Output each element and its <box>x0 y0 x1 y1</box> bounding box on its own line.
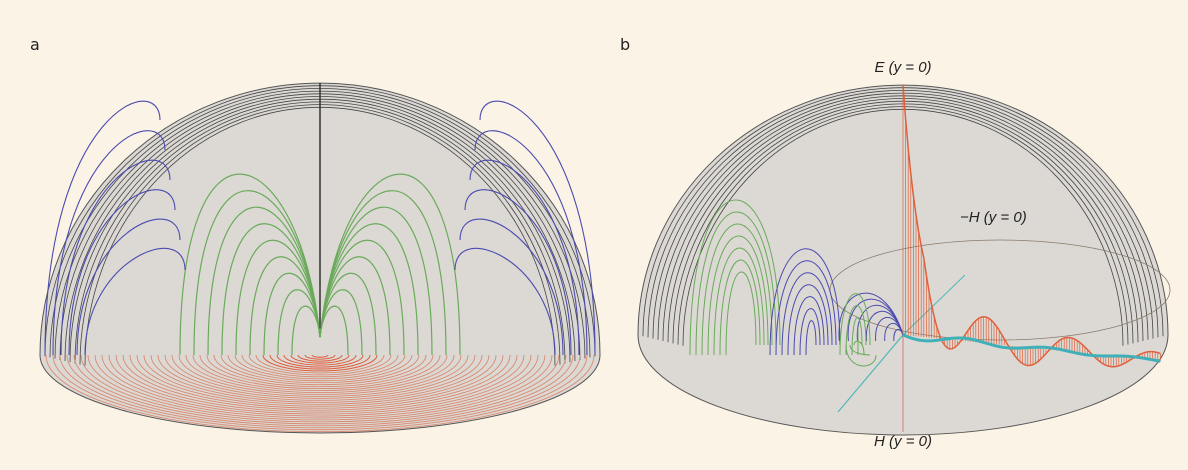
annotation: −H (y = 0) <box>960 209 1027 226</box>
annotation: H (y = 0) <box>874 433 932 450</box>
figure: a b E (y = 0) −H (y = 0) H (y = 0) <box>0 0 1188 470</box>
panel-label: b <box>620 35 630 54</box>
panel-label: a <box>30 35 40 54</box>
annotation: E (y = 0) <box>874 59 931 76</box>
